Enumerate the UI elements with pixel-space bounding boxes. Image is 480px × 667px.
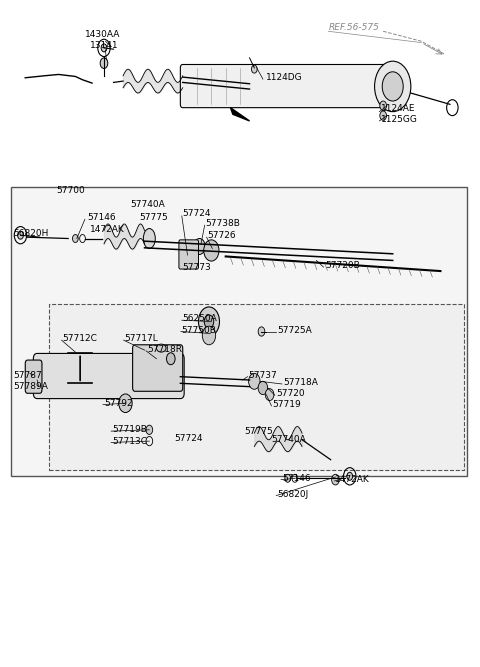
Text: 57718A: 57718A [283, 378, 318, 387]
Text: 56820H: 56820H [13, 229, 48, 238]
Text: 57146: 57146 [87, 213, 116, 222]
Circle shape [119, 394, 132, 413]
FancyBboxPatch shape [25, 360, 42, 394]
Ellipse shape [167, 353, 175, 365]
Circle shape [204, 315, 214, 328]
Circle shape [18, 231, 24, 239]
Text: 57740A: 57740A [130, 200, 165, 209]
Circle shape [199, 307, 219, 336]
Text: 57737: 57737 [249, 371, 277, 380]
Text: 57740A: 57740A [271, 436, 306, 444]
Circle shape [72, 235, 78, 243]
FancyBboxPatch shape [179, 240, 199, 269]
Circle shape [374, 61, 411, 111]
Text: 57725A: 57725A [277, 325, 312, 335]
Polygon shape [230, 107, 250, 121]
FancyBboxPatch shape [34, 354, 184, 399]
Text: 57720B: 57720B [325, 261, 360, 270]
Circle shape [380, 101, 386, 110]
Ellipse shape [156, 344, 166, 352]
Text: 57773: 57773 [183, 263, 212, 271]
Circle shape [332, 474, 339, 485]
Text: 57775: 57775 [139, 213, 168, 221]
Text: REF.56-575: REF.56-575 [328, 23, 379, 33]
Circle shape [258, 382, 268, 395]
Bar [11, 187, 467, 476]
Circle shape [202, 326, 216, 345]
FancyBboxPatch shape [132, 345, 183, 392]
Text: 1124AE: 1124AE [381, 105, 415, 113]
Text: 57724: 57724 [174, 434, 203, 443]
Text: 57724: 57724 [183, 209, 211, 218]
Text: 1430AA: 1430AA [85, 30, 120, 39]
Circle shape [252, 65, 257, 73]
Text: 1125GG: 1125GG [381, 115, 418, 124]
Circle shape [204, 240, 219, 261]
Text: 1472AK: 1472AK [90, 225, 124, 233]
Text: 57750B: 57750B [182, 325, 216, 335]
Ellipse shape [144, 229, 156, 249]
Circle shape [146, 425, 153, 434]
Text: 57146: 57146 [282, 474, 311, 483]
Text: 56250A: 56250A [183, 314, 217, 323]
Text: 57720: 57720 [276, 390, 304, 398]
Circle shape [382, 72, 403, 101]
Text: 57719: 57719 [273, 400, 301, 409]
Text: 1472AK: 1472AK [336, 475, 370, 484]
Text: 13141: 13141 [90, 41, 118, 50]
Circle shape [249, 374, 260, 390]
Text: 57713C: 57713C [112, 437, 147, 446]
Text: 57789A: 57789A [13, 382, 48, 391]
Text: 57717L: 57717L [124, 334, 158, 344]
Text: 57700: 57700 [56, 185, 85, 195]
Circle shape [380, 111, 386, 120]
Circle shape [101, 44, 107, 52]
FancyBboxPatch shape [180, 65, 395, 107]
Circle shape [265, 389, 274, 401]
Circle shape [100, 58, 108, 69]
Circle shape [285, 474, 290, 482]
Text: 57718R: 57718R [147, 345, 182, 354]
Text: 57787: 57787 [13, 371, 42, 380]
Text: 57712C: 57712C [62, 334, 97, 344]
Text: 57792: 57792 [104, 399, 132, 408]
Circle shape [347, 472, 353, 480]
Text: 57738B: 57738B [205, 219, 240, 227]
Text: 57726: 57726 [207, 231, 236, 239]
Text: 57775: 57775 [244, 428, 273, 436]
Text: 57719B: 57719B [112, 426, 147, 434]
Circle shape [258, 327, 265, 336]
Bar [49, 303, 464, 470]
Text: 56820J: 56820J [277, 490, 309, 499]
Text: 1124DG: 1124DG [266, 73, 303, 81]
Circle shape [194, 239, 205, 254]
